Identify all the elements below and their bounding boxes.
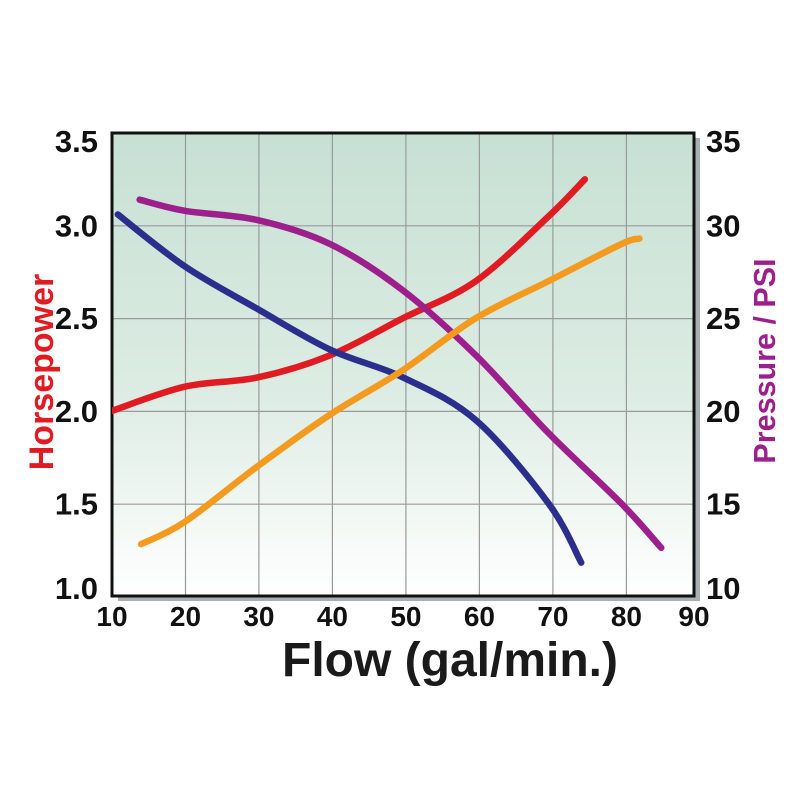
svg-text:90: 90 (678, 601, 709, 632)
svg-text:1.5: 1.5 (55, 487, 98, 522)
svg-text:Flow (gal/min.): Flow (gal/min.) (282, 634, 618, 687)
svg-text:50: 50 (390, 601, 421, 632)
svg-text:40: 40 (317, 601, 348, 632)
svg-text:3.0: 3.0 (55, 208, 98, 243)
svg-text:80: 80 (611, 601, 642, 632)
svg-text:60: 60 (464, 601, 495, 632)
svg-text:2.5: 2.5 (55, 301, 98, 336)
svg-text:3.5: 3.5 (55, 124, 98, 159)
svg-text:35: 35 (706, 124, 740, 159)
svg-text:10: 10 (706, 571, 740, 606)
svg-text:30: 30 (243, 601, 274, 632)
svg-text:15: 15 (706, 487, 740, 522)
svg-text:1.0: 1.0 (55, 571, 98, 606)
svg-text:2.0: 2.0 (55, 394, 98, 429)
svg-text:20: 20 (706, 394, 740, 429)
svg-text:20: 20 (170, 601, 201, 632)
svg-text:25: 25 (706, 301, 740, 336)
svg-text:Pressure / PSI: Pressure / PSI (748, 258, 782, 463)
svg-text:10: 10 (96, 601, 127, 632)
svg-text:30: 30 (706, 208, 740, 243)
svg-text:Horsepower: Horsepower (23, 274, 61, 471)
svg-text:70: 70 (537, 601, 568, 632)
